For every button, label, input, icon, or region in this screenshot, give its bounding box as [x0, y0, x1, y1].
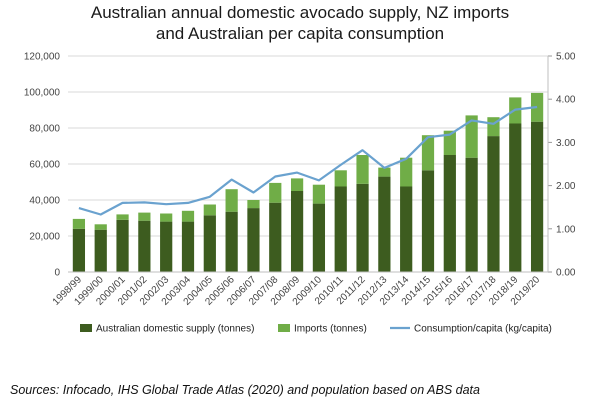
bar-domestic-supply: [530, 121, 544, 272]
bar-domestic-supply: [400, 186, 413, 272]
source-note: Sources: Infocado, IHS Global Trade Atla…: [10, 383, 480, 397]
bar-imports: [421, 135, 435, 171]
bar-domestic-supply: [312, 203, 326, 272]
legend-swatch-imports: [278, 324, 290, 332]
chart-title-line-1: Australian annual domestic avocado suppl…: [90, 3, 510, 22]
bar-imports: [116, 214, 129, 220]
bar-domestic-supply: [509, 123, 522, 272]
bar-domestic-supply: [334, 186, 347, 272]
bar-imports: [443, 130, 456, 155]
bar-imports: [356, 155, 369, 184]
bar-imports: [225, 189, 238, 212]
bar-domestic-supply: [443, 155, 456, 272]
bar-domestic-supply: [269, 202, 282, 272]
bar-imports: [160, 213, 173, 222]
y-right-tick-label: 3.00: [556, 138, 576, 149]
y-left-tick-label: 0: [54, 268, 60, 279]
bar-imports: [247, 200, 260, 209]
legend-swatch-domestic: [80, 324, 92, 332]
bar-imports: [334, 170, 347, 187]
bar-domestic-supply: [356, 183, 369, 272]
y-right-tick-label: 2.00: [556, 181, 576, 192]
bar-imports: [378, 167, 391, 177]
y-left-tick-label: 40,000: [29, 196, 60, 207]
bar-domestic-supply: [181, 221, 195, 272]
bar-imports: [290, 178, 304, 191]
bar-imports: [400, 157, 413, 187]
bar-domestic-supply: [138, 220, 151, 272]
y-left-tick-label: 80,000: [29, 124, 60, 135]
y-right-tick-label: 1.00: [556, 224, 576, 235]
legend-label-consumption: Consumption/capita (kg/capita): [414, 324, 552, 335]
y-left-tick-label: 60,000: [29, 160, 60, 171]
bar-domestic-supply: [487, 136, 500, 272]
bar-domestic-supply: [116, 219, 129, 272]
legend-label-imports: Imports (tonnes): [294, 324, 367, 335]
legend-label-domestic: Australian domestic supply (tonnes): [96, 324, 254, 335]
bar-imports: [181, 210, 195, 222]
y-right-tick-label: 5.00: [556, 52, 576, 63]
y-left-tick-label: 20,000: [29, 232, 60, 243]
bar-imports: [138, 212, 151, 221]
bars: [72, 92, 544, 272]
bar-domestic-supply: [290, 191, 304, 272]
bar-domestic-supply: [72, 228, 86, 272]
bar-domestic-supply: [465, 157, 478, 272]
bar-imports: [312, 184, 326, 204]
legend: Australian domestic supply (tonnes) Impor…: [80, 324, 552, 335]
bar-imports: [72, 218, 86, 229]
consumption-line: [78, 105, 538, 216]
bar-imports: [465, 115, 478, 158]
bar-domestic-supply: [247, 208, 260, 272]
bar-domestic-supply: [203, 215, 216, 272]
bar-domestic-supply: [94, 229, 107, 272]
y-left-tick-label: 120,000: [24, 52, 61, 63]
bar-domestic-supply: [225, 211, 238, 272]
bar-imports: [203, 204, 216, 216]
chart-area: 0 20,000 40,000 60,000 80,000 100,000 120,000 0…: [24, 52, 576, 335]
bar-imports: [269, 182, 282, 203]
y-left-tick-label: 100,000: [24, 88, 61, 99]
y-right-tick-label: 4.00: [556, 95, 576, 106]
bar-domestic-supply: [421, 170, 435, 272]
bar-domestic-supply: [160, 221, 173, 272]
chart-title-line-2: and Australian per capita consumption: [155, 24, 445, 43]
bar-imports: [94, 224, 107, 230]
y-right-tick-label: 0.00: [556, 268, 576, 279]
bar-domestic-supply: [378, 176, 391, 272]
consumption-line-path: [78, 105, 538, 216]
